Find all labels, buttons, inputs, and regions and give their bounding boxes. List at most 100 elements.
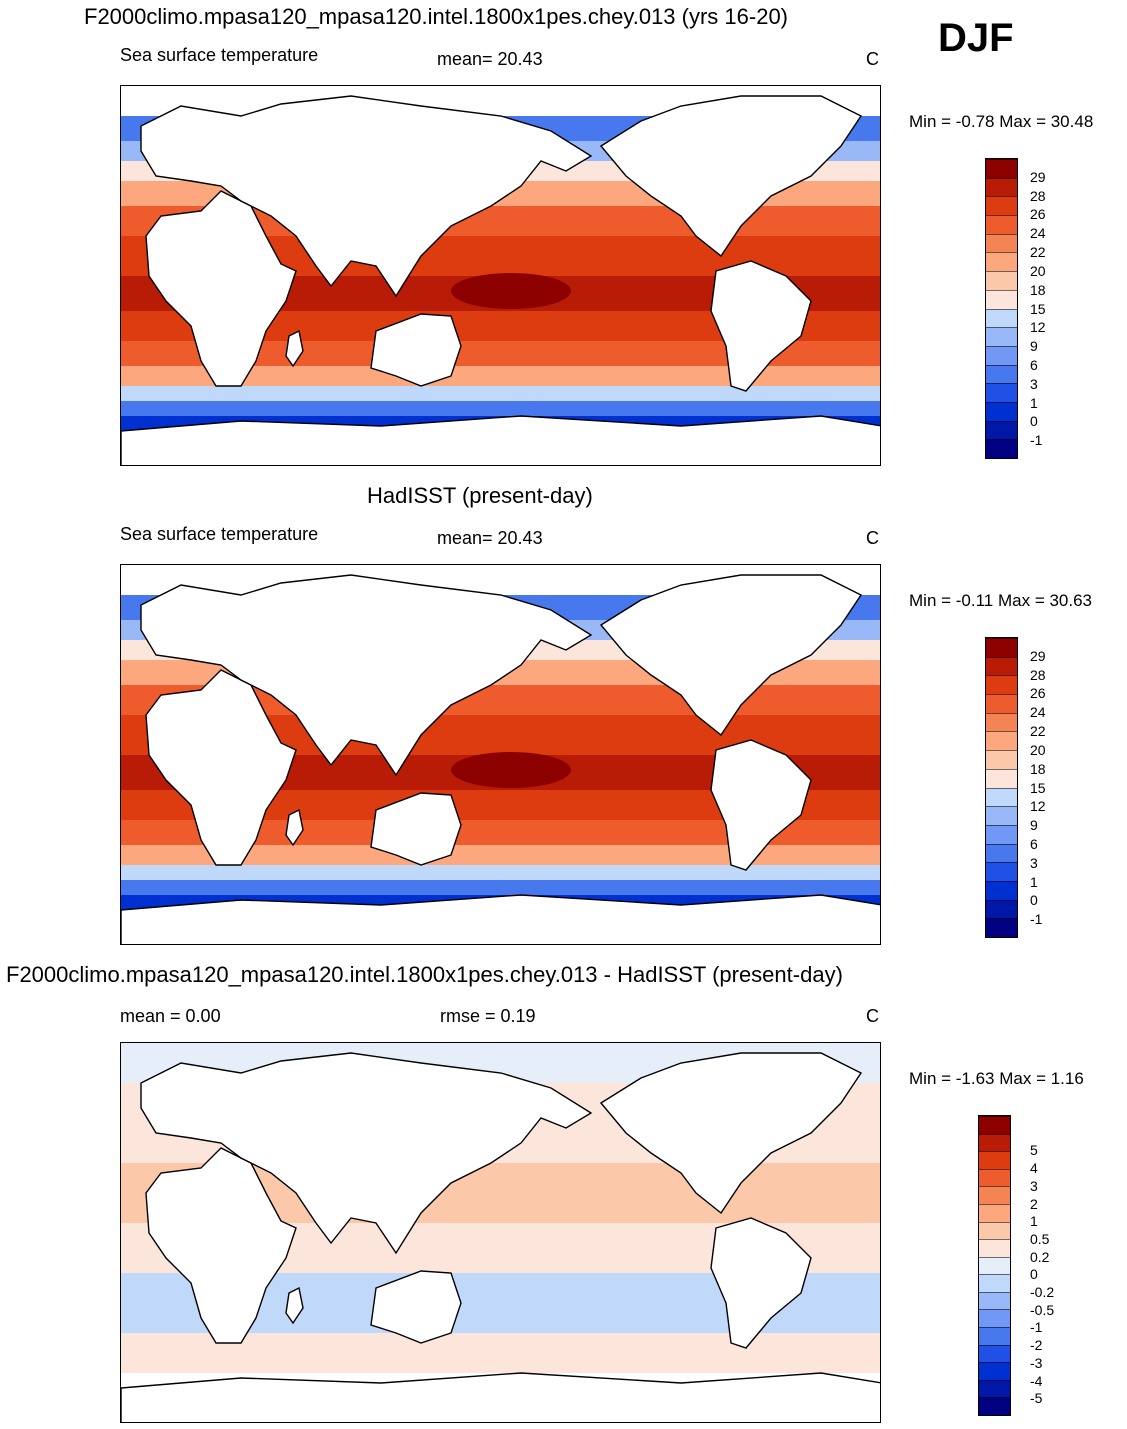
colorbar-cell bbox=[986, 196, 1017, 216]
colorbar-tick-label: 24 bbox=[1030, 225, 1046, 242]
colorbar-cell bbox=[986, 638, 1017, 657]
colorbar-tick-label: 29 bbox=[1030, 168, 1046, 185]
colorbar-tick-label: 9 bbox=[1030, 817, 1038, 834]
panel-3-title: F2000climo.mpasa120_mpasa120.intel.1800x… bbox=[6, 962, 843, 987]
colorbar-tick-label: 22 bbox=[1030, 244, 1046, 261]
colorbar-cell bbox=[986, 215, 1017, 234]
colorbar-cell bbox=[986, 383, 1017, 402]
colorbar-cell bbox=[986, 271, 1017, 290]
colorbar-tick-label: 18 bbox=[1030, 281, 1046, 298]
colorbar-tick-label: 26 bbox=[1030, 206, 1046, 223]
ocean-field-band bbox=[121, 386, 880, 401]
panel-3-map bbox=[120, 1042, 881, 1423]
colorbar-tick-label: 2 bbox=[1030, 1195, 1038, 1212]
colorbar-tick-label: 5 bbox=[1030, 1142, 1038, 1159]
colorbar-cell bbox=[979, 1274, 1010, 1292]
warm-pool-region bbox=[451, 752, 571, 788]
colorbar-tick-label: 3 bbox=[1030, 375, 1038, 392]
panel-2-map-graphic bbox=[121, 565, 880, 944]
landmass-outline bbox=[145, 1147, 297, 1344]
colorbar-cell bbox=[979, 1309, 1010, 1328]
colorbar-tick-label: -0.2 bbox=[1030, 1284, 1055, 1301]
colorbar-cell bbox=[986, 675, 1017, 695]
ocean-field-band bbox=[121, 845, 880, 865]
panel-1-units: C bbox=[866, 49, 879, 69]
panel-1-minmax: Min = -0.78 Max = 30.48 bbox=[909, 112, 1094, 131]
colorbar-cell bbox=[986, 862, 1017, 881]
colorbar-tick-label: -5 bbox=[1030, 1390, 1043, 1407]
colorbar-tick-label: -2 bbox=[1030, 1337, 1043, 1354]
panel-3-mean-label: mean = 0.00 bbox=[120, 1006, 221, 1026]
panel-3-colorbar bbox=[978, 1115, 1011, 1416]
colorbar-tick-label: 3 bbox=[1030, 1177, 1038, 1194]
panel-1-variable-label: Sea surface temperature bbox=[120, 45, 319, 65]
panel-1-title: F2000climo.mpasa120_mpasa120.intel.1800x… bbox=[84, 4, 789, 29]
colorbar-tick-label: 4 bbox=[1030, 1160, 1038, 1177]
ocean-field-band bbox=[121, 865, 880, 880]
colorbar-cell bbox=[986, 364, 1017, 384]
colorbar-tick-label: 3 bbox=[1030, 854, 1038, 871]
landmass-outline bbox=[710, 260, 812, 392]
colorbar-cell bbox=[986, 289, 1017, 309]
colorbar-tick-label: 0.2 bbox=[1030, 1248, 1050, 1265]
colorbar-cell bbox=[979, 1256, 1010, 1275]
colorbar-cell bbox=[979, 1291, 1010, 1310]
landmass-outline bbox=[285, 808, 304, 847]
landmass-outline bbox=[710, 1217, 812, 1349]
colorbar-cell bbox=[979, 1203, 1010, 1222]
colorbar-cell bbox=[986, 439, 1017, 458]
landmass-outline bbox=[121, 894, 880, 944]
colorbar-cell bbox=[986, 899, 1017, 919]
colorbar-cell bbox=[979, 1379, 1010, 1398]
colorbar-cell bbox=[986, 177, 1017, 197]
colorbar-cell bbox=[986, 712, 1017, 732]
colorbar-cell bbox=[986, 824, 1017, 844]
warm-pool-region bbox=[451, 273, 571, 309]
colorbar-tick-label: 28 bbox=[1030, 187, 1046, 204]
colorbar-tick-label: 20 bbox=[1030, 741, 1046, 758]
ocean-field-band bbox=[121, 366, 880, 386]
colorbar-tick-label: 22 bbox=[1030, 723, 1046, 740]
colorbar-tick-label: 0 bbox=[1030, 892, 1038, 909]
colorbar-cell bbox=[986, 401, 1017, 421]
colorbar-tick-label: -4 bbox=[1030, 1372, 1043, 1389]
panel-2-colorbar bbox=[985, 637, 1018, 938]
panel-3-minmax: Min = -1.63 Max = 1.16 bbox=[909, 1069, 1084, 1088]
panel-2-minmax: Min = -0.11 Max = 30.63 bbox=[909, 591, 1093, 610]
colorbar-cell bbox=[986, 806, 1017, 825]
colorbar-tick-label: 0 bbox=[1030, 413, 1038, 430]
landmass-outline bbox=[285, 1286, 304, 1325]
colorbar-cell bbox=[986, 787, 1017, 807]
colorbar-tick-label: -3 bbox=[1030, 1354, 1043, 1371]
colorbar-cell bbox=[979, 1168, 1010, 1187]
colorbar-tick-label: -1 bbox=[1030, 432, 1043, 449]
panel-1-map-graphic bbox=[121, 86, 880, 465]
colorbar-tick-label: 26 bbox=[1030, 685, 1046, 702]
panel-3-rmse-label: rmse = 0.19 bbox=[440, 1006, 536, 1026]
colorbar-tick-label: 29 bbox=[1030, 647, 1046, 664]
colorbar-tick-label: 20 bbox=[1030, 262, 1046, 279]
panel-2-map bbox=[120, 564, 881, 945]
colorbar-cell bbox=[986, 308, 1017, 328]
panel-3-units: C bbox=[866, 1006, 879, 1026]
colorbar-cell bbox=[986, 345, 1017, 365]
colorbar-tick-label: 15 bbox=[1030, 300, 1046, 317]
landmass-outline bbox=[140, 574, 593, 777]
colorbar-cell bbox=[979, 1221, 1010, 1240]
landmass-outline bbox=[140, 95, 593, 298]
colorbar-cell bbox=[986, 731, 1017, 751]
colorbar-tick-label: 12 bbox=[1030, 319, 1046, 336]
colorbar-tick-label: 15 bbox=[1030, 779, 1046, 796]
colorbar-cell bbox=[986, 843, 1017, 863]
colorbar-cell bbox=[986, 768, 1017, 788]
colorbar-tick-label: 18 bbox=[1030, 760, 1046, 777]
colorbar-tick-label: 1 bbox=[1030, 873, 1038, 890]
colorbar-cell bbox=[986, 420, 1017, 440]
landmass-outline bbox=[121, 1372, 880, 1422]
ocean-field-band bbox=[121, 401, 880, 416]
panel-2-title: HadISST (present-day) bbox=[367, 483, 593, 508]
panel-2-variable-label: Sea surface temperature bbox=[120, 524, 319, 544]
colorbar-tick-label: 12 bbox=[1030, 798, 1046, 815]
colorbar-tick-label: 9 bbox=[1030, 338, 1038, 355]
colorbar-tick-label: 0 bbox=[1030, 1266, 1038, 1283]
